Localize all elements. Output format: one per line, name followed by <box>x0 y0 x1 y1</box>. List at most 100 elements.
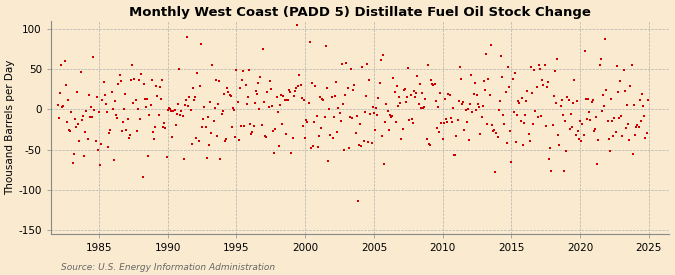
Point <box>607 118 618 123</box>
Point <box>576 139 587 143</box>
Point <box>507 77 518 82</box>
Point <box>221 136 232 141</box>
Point <box>490 170 501 175</box>
Point <box>247 130 258 134</box>
Point <box>95 163 105 167</box>
Point <box>536 114 547 118</box>
Point <box>525 65 536 69</box>
Point <box>627 152 638 156</box>
Point <box>303 100 314 105</box>
Point <box>206 131 217 135</box>
Point <box>580 97 591 101</box>
Point <box>610 130 621 135</box>
Point <box>406 117 417 122</box>
Point <box>357 65 368 70</box>
Point <box>354 143 364 148</box>
Point <box>446 119 457 124</box>
Point <box>256 122 267 127</box>
Point <box>129 77 140 81</box>
Point <box>624 138 634 142</box>
Point <box>480 87 491 92</box>
Point <box>450 153 460 158</box>
Point <box>487 129 498 133</box>
Point <box>365 112 376 116</box>
Point <box>578 133 589 138</box>
Point <box>102 110 113 115</box>
Point <box>202 115 213 120</box>
Point <box>255 75 266 79</box>
Point <box>318 98 329 102</box>
Point <box>293 84 304 89</box>
Point <box>57 105 68 109</box>
Point <box>515 119 526 123</box>
Point <box>487 123 497 128</box>
Point <box>492 135 503 139</box>
Point <box>272 110 283 114</box>
Point <box>157 78 167 82</box>
Point <box>192 71 203 76</box>
Point <box>633 125 644 129</box>
Point <box>338 102 348 106</box>
Point <box>637 92 647 96</box>
Point <box>551 57 562 61</box>
Point <box>429 81 440 86</box>
Point <box>400 100 411 104</box>
Point <box>217 109 228 113</box>
Point <box>523 131 534 136</box>
Point <box>331 80 342 85</box>
Point <box>484 93 495 97</box>
Point <box>569 78 580 82</box>
Point <box>231 68 242 72</box>
Point <box>188 98 199 102</box>
Point <box>551 101 562 105</box>
Point <box>253 81 264 86</box>
Point <box>348 87 358 92</box>
Point <box>360 94 371 99</box>
Point <box>262 90 273 94</box>
Point <box>589 129 599 134</box>
Point <box>342 86 353 90</box>
Point <box>489 128 500 132</box>
Point <box>626 63 637 67</box>
Point <box>346 66 356 71</box>
Point <box>268 129 279 133</box>
Point <box>500 90 511 94</box>
Point <box>171 111 182 116</box>
Point <box>474 105 485 109</box>
Point <box>462 107 473 112</box>
Point <box>456 77 466 81</box>
Point <box>548 94 559 98</box>
Point <box>434 130 445 134</box>
Point <box>103 145 113 150</box>
Point <box>68 152 79 156</box>
Point <box>234 86 245 90</box>
Point <box>298 97 309 102</box>
Point <box>225 94 236 98</box>
Point <box>504 85 514 90</box>
Point <box>224 92 235 97</box>
Point <box>454 65 465 69</box>
Point <box>546 169 557 174</box>
Point <box>350 131 361 136</box>
Point <box>413 102 424 106</box>
Point <box>128 101 139 105</box>
Point <box>498 112 509 117</box>
Point <box>394 95 404 99</box>
Point <box>294 73 305 78</box>
Point <box>398 88 409 92</box>
Point <box>166 108 177 113</box>
Point <box>86 114 97 119</box>
Point <box>130 98 141 102</box>
Point <box>138 81 149 86</box>
Point <box>207 63 218 67</box>
Point <box>158 125 169 130</box>
Point <box>579 48 590 53</box>
Point <box>205 100 215 104</box>
Point <box>347 116 358 120</box>
Point <box>335 119 346 124</box>
Point <box>302 120 313 124</box>
Point <box>63 98 74 103</box>
Point <box>426 78 437 82</box>
Point <box>127 63 138 67</box>
Point <box>325 133 335 137</box>
